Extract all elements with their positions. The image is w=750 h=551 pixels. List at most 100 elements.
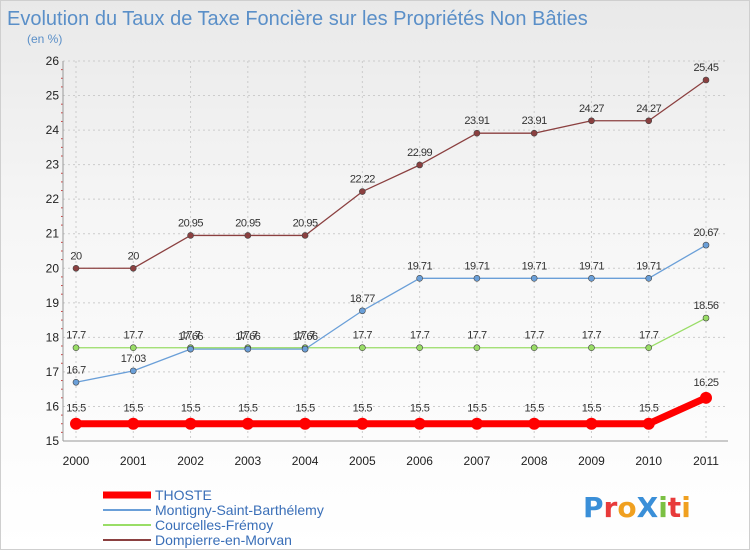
data-label: 15.5 xyxy=(295,403,315,415)
series-line-2 xyxy=(75,317,707,349)
y-tick-label: 23 xyxy=(46,158,60,172)
data-label: 20 xyxy=(128,250,140,262)
data-point xyxy=(70,417,82,430)
data-label: 20.95 xyxy=(293,217,318,229)
series-line-1 xyxy=(75,244,707,383)
data-label: 17.7 xyxy=(124,330,144,342)
data-point xyxy=(72,378,80,386)
data-label: 20.95 xyxy=(235,217,260,229)
logo-text: ProXiti xyxy=(583,491,691,524)
data-point xyxy=(356,417,369,430)
data-point xyxy=(416,274,423,282)
logo-letter: X xyxy=(637,491,659,524)
data-point xyxy=(129,264,137,272)
proxiti-logo: ProXiti xyxy=(583,491,691,524)
data-label: 17.66 xyxy=(178,331,203,343)
data-label: 19.71 xyxy=(407,260,432,272)
y-tick-label: 16 xyxy=(46,399,60,413)
x-tick-label: 2010 xyxy=(635,454,662,468)
data-point xyxy=(413,417,426,430)
data-label: 15.5 xyxy=(66,403,86,415)
data-label: 15.5 xyxy=(181,403,201,415)
data-label: 19.71 xyxy=(522,260,547,272)
data-label: 19.71 xyxy=(579,260,604,272)
data-point xyxy=(187,345,194,353)
data-point xyxy=(359,344,366,352)
data-label: 23.91 xyxy=(464,115,489,127)
data-point xyxy=(528,417,541,430)
data-label: 20 xyxy=(70,250,82,262)
data-label: 23.91 xyxy=(522,115,547,127)
data-label: 16.25 xyxy=(693,377,718,389)
data-label: 15.5 xyxy=(639,403,659,415)
data-point xyxy=(129,344,137,352)
data-label: 25.45 xyxy=(693,62,718,74)
data-point xyxy=(700,391,712,404)
data-point xyxy=(129,367,137,375)
data-point xyxy=(473,344,481,352)
data-label: 22.22 xyxy=(350,174,375,186)
series-line-3 xyxy=(75,79,707,269)
x-tick-label: 2011 xyxy=(693,454,719,468)
data-point xyxy=(72,264,80,272)
data-label: 19.71 xyxy=(464,260,489,272)
data-point xyxy=(702,314,710,322)
data-label: 19.71 xyxy=(636,260,661,272)
legend-label: Courcelles-Frémoy xyxy=(155,517,273,533)
y-tick-label: 21 xyxy=(46,227,60,241)
data-point xyxy=(241,417,254,430)
y-tick-label: 24 xyxy=(46,123,60,137)
data-label: 15.5 xyxy=(467,403,487,415)
data-label: 18.77 xyxy=(350,293,375,305)
y-tick-label: 25 xyxy=(46,89,60,103)
data-label: 17.7 xyxy=(238,330,258,342)
data-point xyxy=(645,344,653,352)
data-label: 15.5 xyxy=(238,403,258,415)
legend-label: Dompierre-en-Morvan xyxy=(155,532,292,548)
y-tick-label: 18 xyxy=(46,330,60,344)
data-point xyxy=(642,417,655,430)
data-labels: 20 20 20.95 20.95 20.95 22.22 22.99 23.91 23.91 2… xyxy=(66,62,719,415)
data-point xyxy=(585,417,598,430)
data-point xyxy=(359,188,366,195)
y-tick-label: 20 xyxy=(46,261,60,275)
data-point xyxy=(301,232,309,239)
data-label: 15.5 xyxy=(124,403,144,415)
x-tick-label: 2000 xyxy=(63,454,90,468)
data-point xyxy=(588,344,595,352)
logo-letter: o xyxy=(617,491,636,524)
y-tick-label: 26 xyxy=(46,54,60,68)
data-point xyxy=(702,76,710,84)
data-point xyxy=(473,274,481,282)
data-label: 22.99 xyxy=(407,147,432,159)
data-label: 17.7 xyxy=(66,330,86,342)
chart-subtitle: (en %) xyxy=(27,32,62,46)
x-tick-label: 2006 xyxy=(406,454,433,468)
data-label: 18.56 xyxy=(693,300,718,312)
data-point xyxy=(645,117,653,125)
data-label: 17.7 xyxy=(582,330,602,342)
data-label: 17.03 xyxy=(121,353,146,365)
data-point xyxy=(588,117,595,125)
data-point xyxy=(244,232,252,239)
logo-letter: P xyxy=(583,491,604,524)
grid xyxy=(63,60,728,442)
x-tick-label: 2001 xyxy=(120,454,147,468)
data-label: 20.67 xyxy=(693,227,718,239)
data-point xyxy=(530,344,538,352)
data-label: 15.5 xyxy=(353,403,373,415)
data-label: 17.7 xyxy=(181,330,201,342)
data-point xyxy=(416,344,423,352)
logo-letter: i xyxy=(658,491,668,524)
x-tick-label: 2009 xyxy=(578,454,605,468)
legend: THOSTEMontigny-Saint-BarthélemyCourcelle… xyxy=(103,487,324,548)
logo-letter: r xyxy=(604,491,618,524)
data-point xyxy=(127,417,140,430)
data-label: 17.7 xyxy=(639,330,659,342)
data-label: 20.95 xyxy=(178,217,203,229)
y-tick-label: 15 xyxy=(46,434,60,448)
data-label: 17.7 xyxy=(410,330,430,342)
data-point xyxy=(645,274,653,282)
data-label: 17.66 xyxy=(293,331,318,343)
